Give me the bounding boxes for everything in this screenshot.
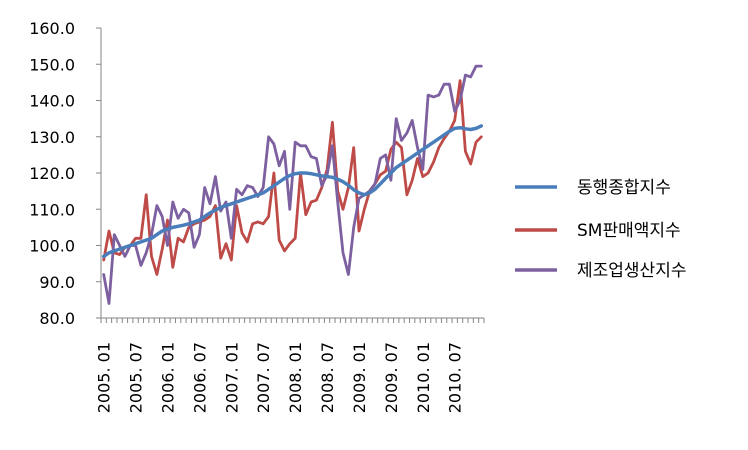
y-tick-label: 150.0 [29,55,75,74]
x-tick-label: 2006. 07 [190,342,209,413]
x-tick-label: 2005. 07 [127,342,146,413]
x-tick-label: 2005. 01 [95,342,114,413]
legend-label-2: SM판매액지수 [577,221,681,241]
x-tick-label: 2009. 01 [350,342,369,413]
y-axis: 80.0 90.0 100.0 110.0 120.0 130.0 140.0 150.0 16… [29,19,102,328]
series-line-2 [102,79,483,276]
x-tick-label: 2006. 01 [158,342,177,413]
y-tick-label: 160.0 [29,19,75,38]
series-line-1 [101,124,484,259]
y-tick-label: 130.0 [29,128,75,147]
x-tick-label: 2008. 01 [286,342,305,413]
y-tick-label: 90.0 [39,273,75,292]
y-tick-label: 80.0 [39,309,75,328]
x-tick-label: 2007. 01 [222,342,241,413]
x-tick-label: 2007. 07 [254,342,273,413]
series-line-3 [102,64,483,305]
y-tick-label: 120.0 [29,164,75,183]
x-tick-label: 2010. 07 [446,342,465,413]
x-axis: 2005. 01 2005. 07 2006. 01 2006. 07 2007. 01… [95,317,485,413]
legend-label-1: 동행종합지수 [577,178,671,198]
y-tick-label: 140.0 [29,92,75,111]
series-lines [101,64,484,305]
y-tick-label: 110.0 [29,200,75,219]
x-tick-label: 2010. 01 [414,342,433,413]
x-tick-label: 2008. 07 [318,342,337,413]
y-tick-label: 100.0 [29,237,75,256]
x-tick-label: 2009. 07 [382,342,401,413]
legend-label-3: 제조업생산지수 [577,261,686,281]
